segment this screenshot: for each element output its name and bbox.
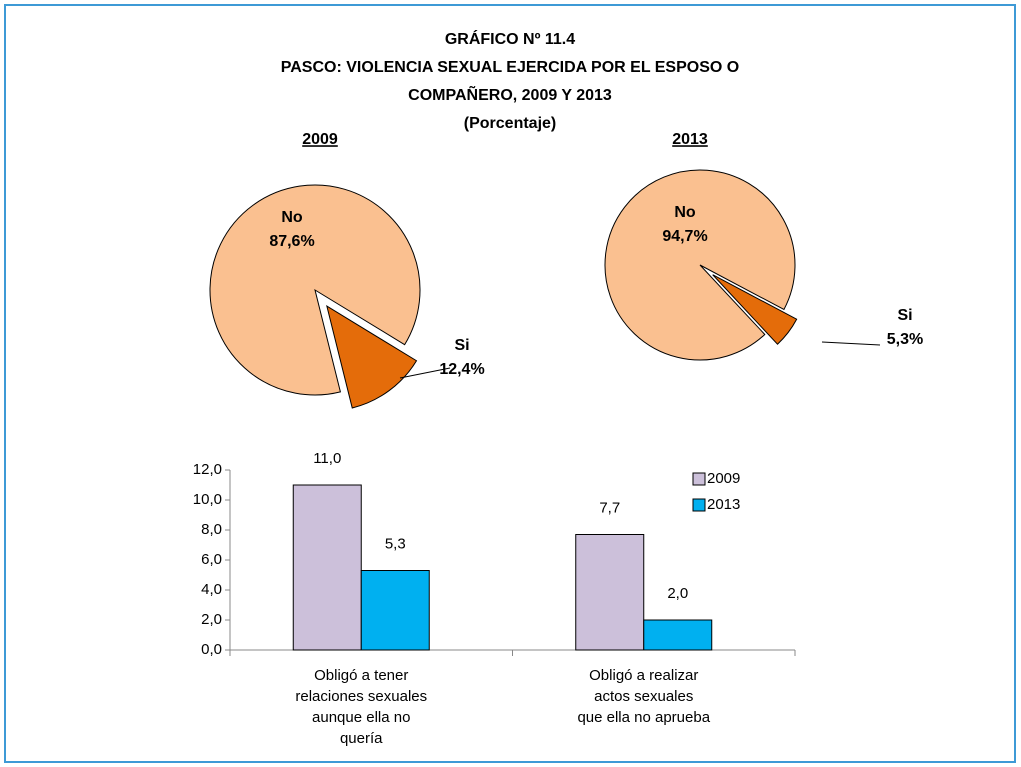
legend-label: 2013 xyxy=(707,496,740,513)
slice-value-label: 5,3% xyxy=(887,331,923,348)
x-tick-label: actos sexuales xyxy=(594,688,693,705)
slice-label: No xyxy=(674,204,696,221)
slice-value-label: 87,6% xyxy=(269,233,314,250)
chart-title: GRÁFICO Nº 11.4 xyxy=(445,29,575,48)
x-tick-label: que ella no aprueba xyxy=(577,709,710,726)
bar xyxy=(292,484,362,651)
slice-value-label: 12,4% xyxy=(439,361,484,378)
y-tick-label: 2,0 xyxy=(201,611,222,628)
legend-label: 2009 xyxy=(707,470,740,487)
pie-title: 2009 xyxy=(302,131,338,148)
x-tick-label: quería xyxy=(340,730,383,747)
chart-title: COMPAÑERO, 2009 Y 2013 xyxy=(408,84,612,104)
legend-swatch xyxy=(692,498,706,512)
x-tick-label: Obligó a tener xyxy=(314,667,408,684)
pie-slice xyxy=(604,169,796,361)
bar-value-label: 5,3 xyxy=(385,535,406,552)
bar-value-label: 7,7 xyxy=(599,499,620,516)
bar xyxy=(643,619,713,651)
pie-slice xyxy=(712,274,798,345)
leader-line xyxy=(399,367,451,379)
x-tick-label: aunque ella no xyxy=(312,709,410,726)
chart-title: PASCO: VIOLENCIA SEXUAL EJERCIDA POR EL … xyxy=(281,59,739,76)
chart-subtitle: (Porcentaje) xyxy=(464,115,556,132)
bar xyxy=(575,534,645,651)
frame xyxy=(4,4,1016,763)
y-tick-label: 4,0 xyxy=(201,581,222,598)
slice-label: Si xyxy=(454,337,469,354)
bar xyxy=(360,570,430,651)
x-tick-label: Obligó a realizar xyxy=(589,667,698,684)
pie-title: 2013 xyxy=(672,131,708,148)
bar-value-label: 2,0 xyxy=(667,585,688,602)
bar-value-label: 11,0 xyxy=(313,450,341,467)
slice-label: Si xyxy=(897,307,912,324)
legend-swatch xyxy=(692,472,706,486)
y-tick-label: 10,0 xyxy=(193,491,222,508)
y-tick-label: 6,0 xyxy=(201,551,222,568)
y-tick-label: 12,0 xyxy=(193,461,222,478)
y-tick-label: 0,0 xyxy=(201,641,222,658)
pie-slice xyxy=(326,305,418,409)
slice-value-label: 94,7% xyxy=(662,228,707,245)
leader-line xyxy=(821,341,881,346)
x-tick-label: relaciones sexuales xyxy=(295,688,427,705)
y-tick-label: 8,0 xyxy=(201,521,222,538)
pie-slice xyxy=(209,184,421,396)
slice-label: No xyxy=(281,209,303,226)
